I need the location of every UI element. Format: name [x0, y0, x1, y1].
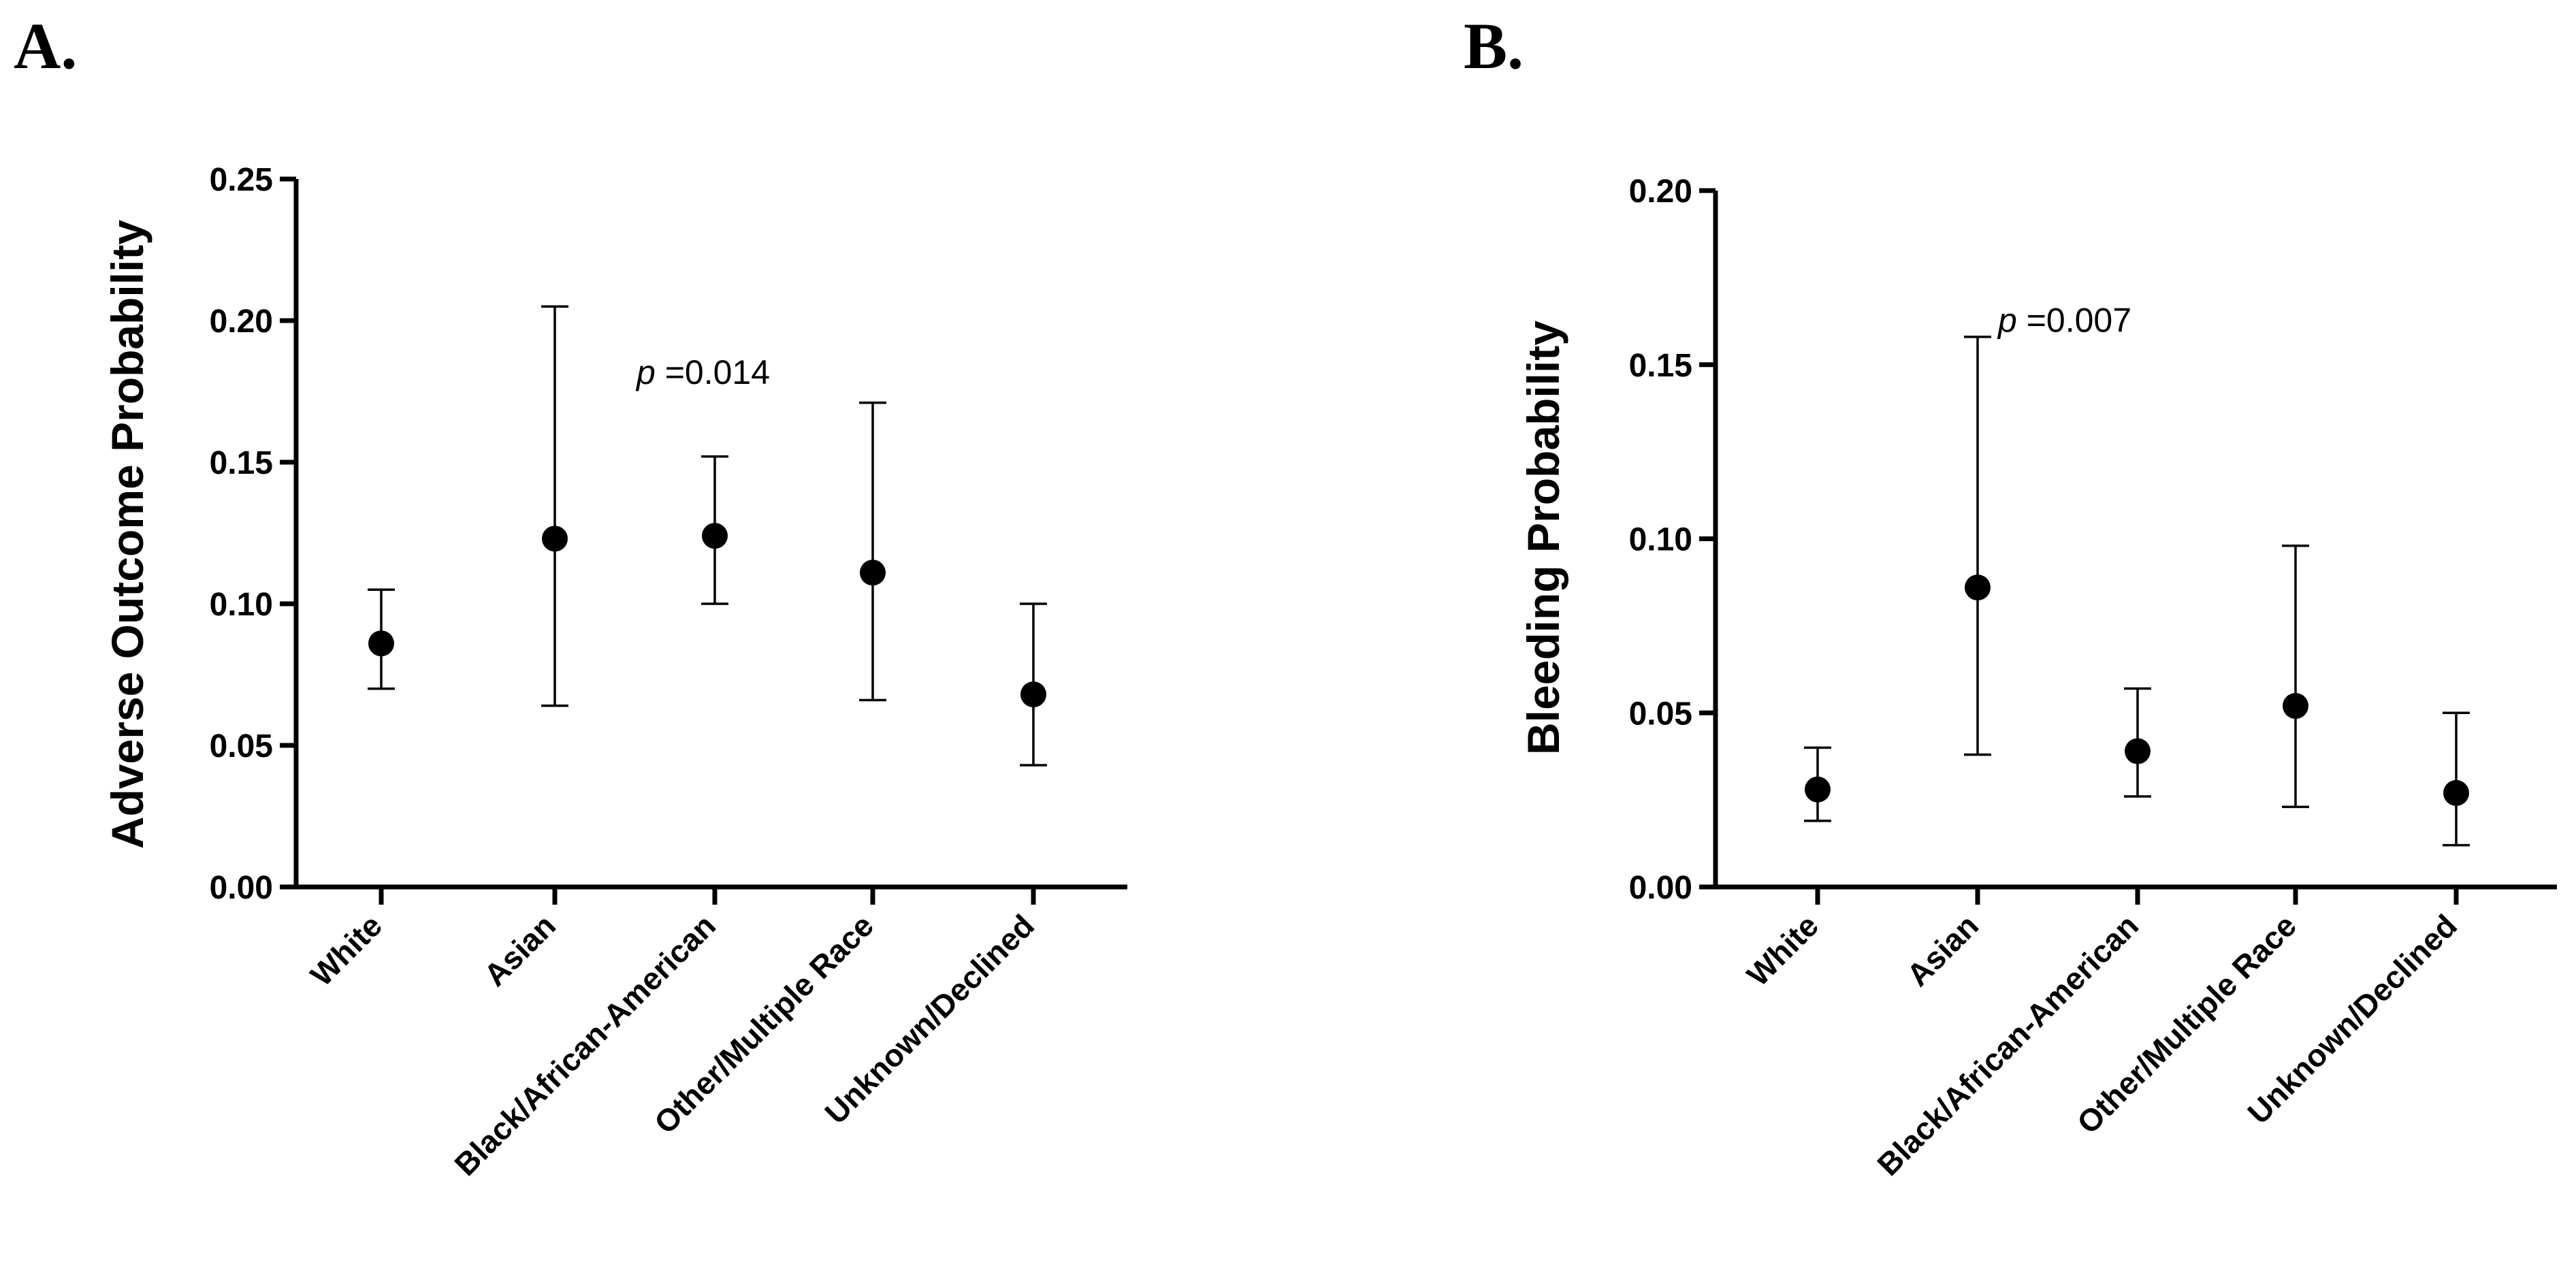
- y-tick-label: 0.05: [1629, 696, 1692, 732]
- data-point: [702, 523, 728, 549]
- data-point: [2125, 738, 2151, 764]
- data-point: [2443, 779, 2469, 806]
- data-point: [860, 560, 886, 586]
- data-point: [542, 526, 568, 552]
- y-tick-label: 0.25: [210, 162, 273, 198]
- x-tick-label: White: [1740, 907, 1825, 992]
- p-value-text: =0.007: [2017, 301, 2131, 339]
- y-tick-label: 0.00: [1629, 870, 1692, 906]
- data-point: [1020, 681, 1046, 708]
- marks: [368, 305, 1047, 766]
- panel-b: B. Bleeding Probability 0.00 0.05 0.10 0.15…: [1464, 10, 2557, 1182]
- x-tick-label: Asian: [477, 907, 562, 992]
- y-tick-label: 0.00: [210, 870, 273, 906]
- p-value-annotation: p =0.014: [635, 353, 770, 391]
- y-tick-label: 0.20: [210, 304, 273, 340]
- x-tick-label: Asian: [1900, 907, 1985, 992]
- ticks: 0.00 0.05 0.10 0.15 0.20 0.25 White AsianBlack/…: [210, 162, 1041, 1182]
- x-tick-label: White: [304, 907, 389, 992]
- p-value-prefix: p: [1997, 301, 2017, 339]
- panel-label: A.: [14, 10, 77, 82]
- p-value-prefix: p: [635, 353, 656, 391]
- x-tick-label: Black/African-American: [1870, 907, 2145, 1182]
- y-tick-label: 0.15: [210, 445, 273, 481]
- y-tick-label: 0.10: [1629, 522, 1692, 558]
- y-axis-label: Adverse Outcome Probability: [102, 220, 152, 850]
- y-tick-label: 0.05: [210, 728, 273, 764]
- y-axis-label: Bleeding Probability: [1518, 321, 1568, 755]
- panel-a: A. Adverse Outcome Probability 0.000.050…: [14, 10, 1127, 1182]
- data-point: [368, 630, 394, 657]
- data-point: [2283, 693, 2308, 720]
- data-point: [1805, 776, 1831, 803]
- y-tick-label: 0.10: [210, 587, 273, 623]
- panel-label: B.: [1464, 10, 1524, 82]
- y-tick-label: 0.20: [1629, 174, 1692, 210]
- p-value-annotation: p =0.007: [1997, 301, 2131, 339]
- data-point: [1965, 575, 1991, 601]
- y-tick-label: 0.15: [1629, 348, 1692, 384]
- marks: [1804, 336, 2470, 847]
- p-value-text: =0.014: [656, 353, 770, 391]
- x-tick-label: Black/African-American: [447, 907, 722, 1182]
